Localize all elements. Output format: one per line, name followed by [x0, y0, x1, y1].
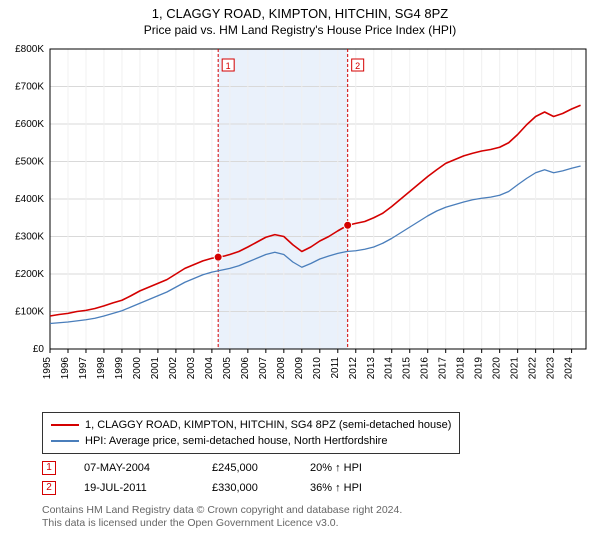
- svg-text:2000: 2000: [132, 357, 143, 380]
- svg-text:2021: 2021: [510, 357, 521, 380]
- svg-text:1997: 1997: [78, 357, 89, 380]
- svg-text:2019: 2019: [474, 357, 485, 380]
- footnote-1: Contains HM Land Registry data © Crown c…: [42, 504, 600, 517]
- marker-badge: 1: [42, 461, 56, 475]
- svg-text:2020: 2020: [492, 357, 503, 380]
- svg-text:2023: 2023: [546, 357, 557, 380]
- svg-text:2003: 2003: [186, 357, 197, 380]
- legend-swatch: [51, 440, 79, 442]
- svg-text:1998: 1998: [96, 357, 107, 380]
- marker-date: 07-MAY-2004: [84, 458, 184, 478]
- svg-text:2013: 2013: [366, 357, 377, 380]
- svg-text:£600K: £600K: [15, 119, 44, 130]
- svg-text:2009: 2009: [294, 357, 305, 380]
- marker-badge: 2: [42, 481, 56, 495]
- price-chart: £0 £100K £200K £300K £400K £500K £600K £700K £80…: [0, 43, 600, 403]
- svg-text:2022: 2022: [528, 357, 539, 380]
- svg-text:2005: 2005: [222, 357, 233, 380]
- svg-text:2024: 2024: [564, 357, 575, 380]
- marker-price: £330,000: [212, 478, 282, 498]
- svg-text:£200K: £200K: [15, 269, 44, 280]
- svg-text:£0: £0: [33, 344, 45, 355]
- marker-row: 2 19-JUL-2011 £330,000 36% ↑ HPI: [42, 478, 600, 498]
- svg-text:1996: 1996: [60, 357, 71, 380]
- svg-text:£800K: £800K: [15, 44, 44, 55]
- legend-row: 1, CLAGGY ROAD, KIMPTON, HITCHIN, SG4 8P…: [51, 417, 451, 433]
- svg-text:£100K: £100K: [15, 307, 44, 318]
- svg-text:£700K: £700K: [15, 82, 44, 93]
- svg-text:1999: 1999: [114, 357, 125, 380]
- marker-pct: 20% ↑ HPI: [310, 458, 400, 478]
- svg-text:2008: 2008: [276, 357, 287, 380]
- svg-text:2002: 2002: [168, 357, 179, 380]
- svg-text:2018: 2018: [456, 357, 467, 380]
- legend-label: 1, CLAGGY ROAD, KIMPTON, HITCHIN, SG4 8P…: [85, 417, 451, 433]
- svg-text:2011: 2011: [330, 357, 341, 379]
- marker-pct: 36% ↑ HPI: [310, 478, 400, 498]
- svg-text:2010: 2010: [312, 357, 323, 380]
- footnote: Contains HM Land Registry data © Crown c…: [42, 504, 600, 530]
- svg-text:2007: 2007: [258, 357, 269, 380]
- page-title: 1, CLAGGY ROAD, KIMPTON, HITCHIN, SG4 8P…: [0, 0, 600, 21]
- chart-container: £0 £100K £200K £300K £400K £500K £600K £700K £80…: [0, 43, 600, 406]
- legend-row: HPI: Average price, semi-detached house,…: [51, 433, 451, 449]
- svg-text:2017: 2017: [438, 357, 449, 380]
- marker-row: 1 07-MAY-2004 £245,000 20% ↑ HPI: [42, 458, 600, 478]
- svg-text:2: 2: [355, 61, 360, 71]
- svg-text:2004: 2004: [204, 357, 215, 380]
- footnote-2: This data is licensed under the Open Gov…: [42, 517, 600, 530]
- svg-text:£500K: £500K: [15, 157, 44, 168]
- marker-date: 19-JUL-2011: [84, 478, 184, 498]
- svg-text:2015: 2015: [402, 357, 413, 380]
- svg-text:2014: 2014: [384, 357, 395, 380]
- legend: 1, CLAGGY ROAD, KIMPTON, HITCHIN, SG4 8P…: [42, 412, 460, 454]
- svg-text:1: 1: [226, 61, 231, 71]
- svg-text:2012: 2012: [348, 357, 359, 380]
- legend-label: HPI: Average price, semi-detached house,…: [85, 433, 387, 449]
- marker-price: £245,000: [212, 458, 282, 478]
- svg-text:1995: 1995: [42, 357, 53, 380]
- svg-text:2016: 2016: [420, 357, 431, 380]
- svg-text:£400K: £400K: [15, 194, 44, 205]
- sale-markers-table: 1 07-MAY-2004 £245,000 20% ↑ HPI 2 19-JUL-201…: [42, 458, 600, 498]
- page-subtitle: Price paid vs. HM Land Registry's House …: [0, 21, 600, 43]
- svg-text:2006: 2006: [240, 357, 251, 380]
- legend-swatch: [51, 424, 79, 426]
- svg-text:2001: 2001: [150, 357, 161, 380]
- svg-text:£300K: £300K: [15, 232, 44, 243]
